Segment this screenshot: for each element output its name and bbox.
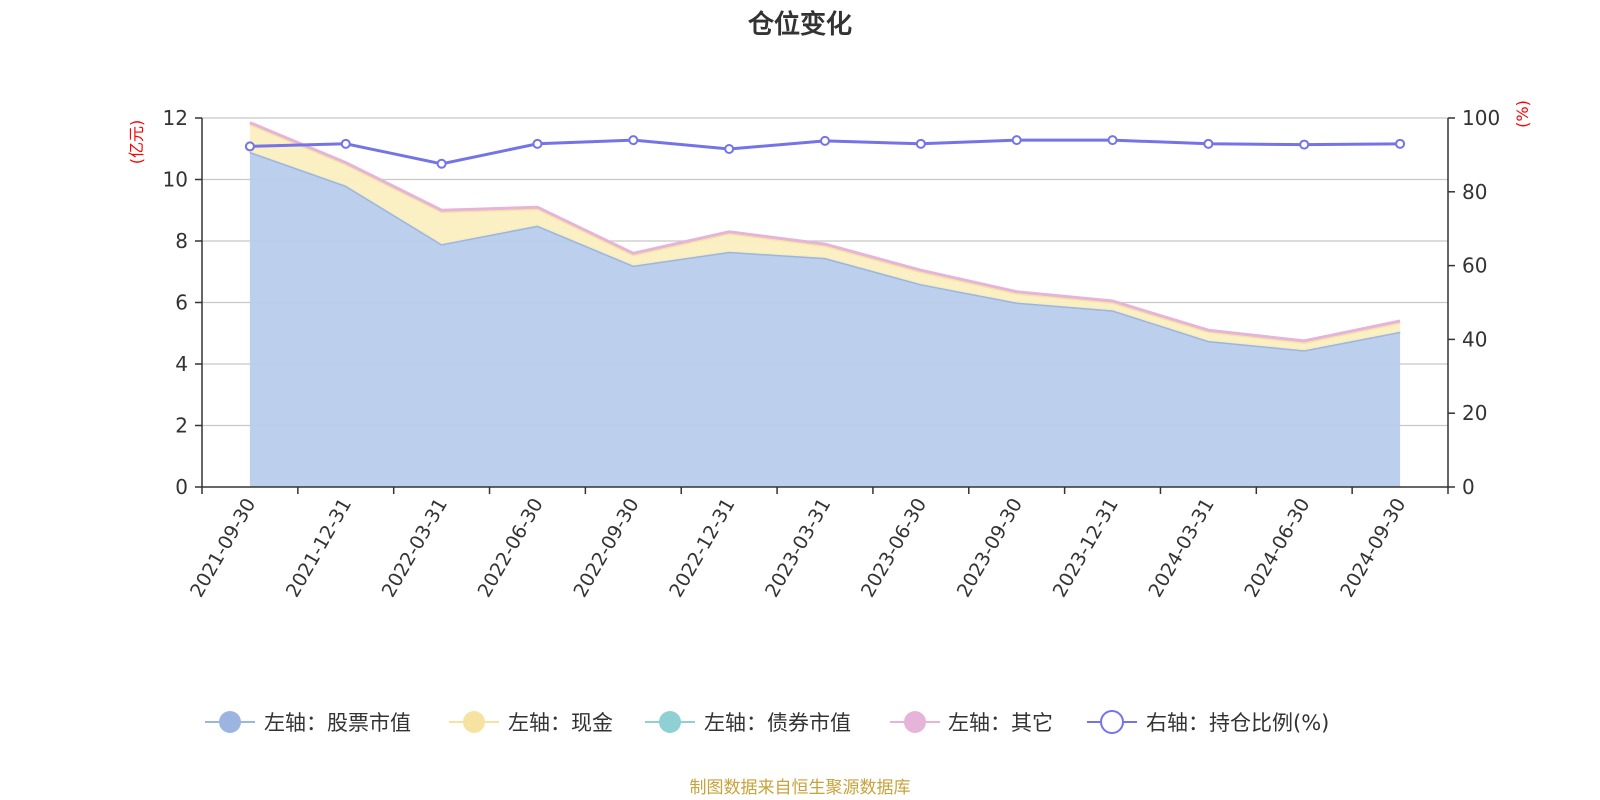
ratio-point [915, 138, 926, 149]
y-right-tick-label: 80 [1462, 180, 1487, 204]
x-tick-label: 2023-03-31 [761, 495, 835, 602]
ratio-point [1107, 135, 1118, 146]
area-edge-3 [249, 121, 1401, 343]
ratio-point [724, 143, 735, 154]
legend-marker [1100, 710, 1124, 734]
ratio-point [244, 141, 255, 152]
x-tick-label: 2023-06-30 [857, 495, 931, 602]
y-right-tick-label: 60 [1462, 254, 1487, 278]
ratio-point [532, 138, 543, 149]
y-left-tick-label: 8 [175, 229, 188, 253]
y-right-tick-label: 100 [1462, 106, 1500, 130]
x-tick-label: 2022-09-30 [569, 495, 643, 602]
y-left-tick-label: 0 [175, 475, 188, 499]
ratio-point [1299, 139, 1310, 150]
ratio-point [340, 138, 351, 149]
chart-title: 仓位变化 [747, 9, 852, 40]
x-tick-label: 2024-09-30 [1336, 495, 1410, 602]
y-left-axis-name: (亿元) [127, 120, 146, 165]
y-left-tick-label: 10 [163, 168, 188, 192]
ratio-point [1203, 138, 1214, 149]
y-left-tick-label: 12 [163, 106, 188, 130]
legend-marker [904, 711, 926, 733]
legend-marker [463, 711, 485, 733]
ratio-point [1395, 138, 1406, 149]
ratio-point [820, 135, 830, 146]
y-right-tick-label: 40 [1462, 327, 1487, 351]
legend-label: 左轴：股票市值 [264, 711, 411, 735]
x-tick-label: 2023-12-31 [1049, 495, 1123, 602]
legend-label: 左轴：债券市值 [704, 711, 851, 735]
x-tick-label: 2022-12-31 [665, 495, 739, 602]
legend-label: 左轴：现金 [508, 711, 613, 735]
y-left-tick-label: 6 [175, 291, 188, 315]
ratio-point [1011, 135, 1022, 146]
ratio-point [436, 158, 447, 169]
y-left-tick-label: 4 [175, 352, 188, 376]
ratio-point [628, 135, 639, 146]
legend-label: 左轴：其它 [948, 711, 1053, 735]
legend-marker [219, 711, 241, 733]
legend-label: 右轴：持仓比例(%) [1146, 711, 1329, 735]
x-tick-label: 2022-03-31 [378, 494, 452, 601]
ratio-line-series [244, 135, 1406, 169]
y-left-tick-label: 2 [175, 414, 188, 438]
y-right-axis-name: (%) [1513, 100, 1532, 128]
legend: 左轴：股票市值 左轴：现金 左轴：债券市值 左轴：其它 右轴：持仓比例(%) [205, 710, 1329, 735]
y-right-tick-label: 20 [1462, 401, 1487, 425]
x-tick-label: 2024-03-31 [1144, 495, 1218, 602]
legend-marker [659, 711, 681, 733]
data-source-note: 制图数据来自恒生聚源数据库 [690, 778, 911, 798]
area-band-0 [249, 151, 1401, 488]
stacked-areas [249, 121, 1401, 488]
y-right-tick-label: 0 [1462, 475, 1475, 499]
x-tick-label: 2023-09-30 [953, 495, 1027, 602]
x-tick-label: 2021-12-31 [282, 495, 356, 602]
x-tick-label: 2024-06-30 [1240, 495, 1314, 602]
x-tick-label: 2022-06-30 [474, 495, 548, 602]
x-tick-label: 2021-09-30 [186, 495, 260, 602]
